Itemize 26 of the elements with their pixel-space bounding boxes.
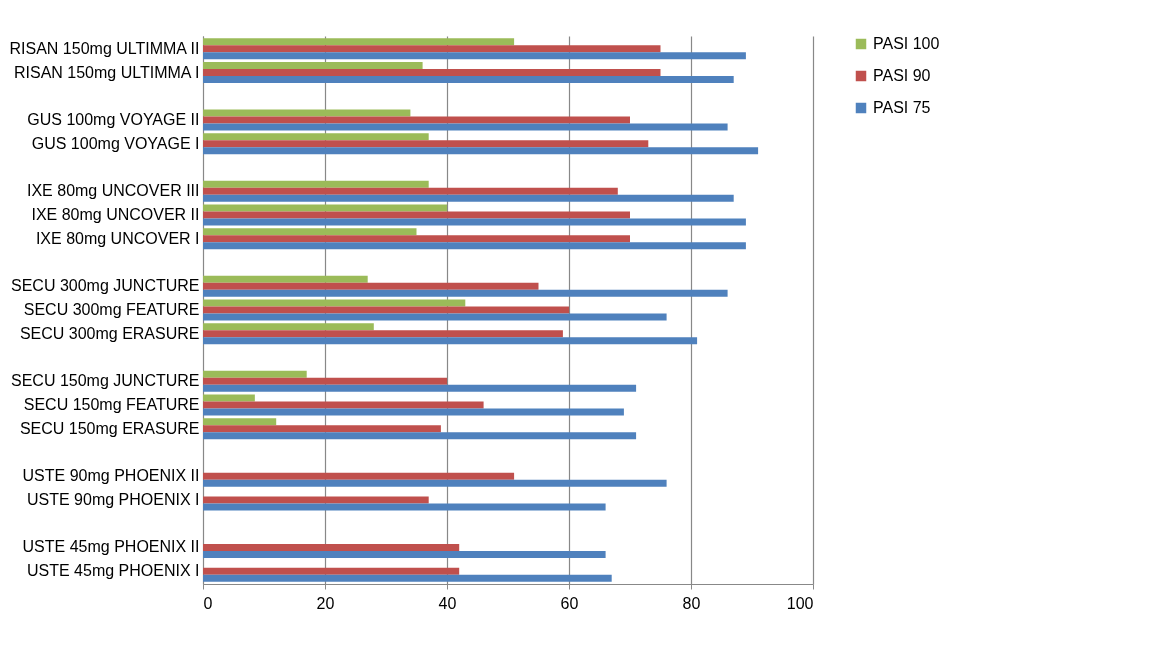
y-tick-label: SECU 300mg FEATURE bbox=[23, 301, 200, 318]
y-tick-label: SECU 300mg JUNCTURE bbox=[11, 277, 200, 295]
x-tick-label: 60 bbox=[560, 594, 579, 612]
y-tick-label: USTE 45mg PHOENIX I bbox=[27, 562, 200, 580]
x-tick-label: 80 bbox=[682, 594, 701, 612]
y-tick-label: IXE 80mg UNCOVER II bbox=[31, 206, 200, 224]
y-tick-label: RISAN 150mg ULTIMMA I bbox=[13, 63, 200, 81]
y-tick-label: USTE 90mg PHOENIX I bbox=[27, 490, 200, 508]
x-tick-label: 40 bbox=[438, 594, 457, 612]
y-tick-label: USTE 90mg PHOENIX II bbox=[22, 467, 200, 485]
y-tick-label: GUS 100mg VOYAGE II bbox=[27, 111, 200, 129]
x-tick-label: 0 bbox=[203, 594, 213, 612]
x-tick-label: 20 bbox=[316, 594, 335, 612]
y-tick-label: SECU 150mg FEATURE bbox=[23, 395, 200, 413]
y-tick-label: SECU 150mg JUNCTURE bbox=[11, 372, 200, 390]
y-tick-label: RISAN 150mg ULTIMMA II bbox=[9, 39, 200, 57]
legend-label: PASI 90 bbox=[873, 67, 931, 84]
y-tick-label: SECU 150mg ERASURE bbox=[19, 419, 200, 437]
legend-label: PASI 100 bbox=[873, 35, 940, 52]
y-tick-label: IXE 80mg UNCOVER III bbox=[27, 182, 200, 200]
x-tick-label: 100 bbox=[786, 594, 814, 612]
y-tick-label: IXE 80mg UNCOVER I bbox=[35, 229, 200, 247]
legend-label: PASI 75 bbox=[873, 99, 931, 116]
y-tick-label: SECU 300mg ERASURE bbox=[19, 324, 200, 342]
y-tick-label: GUS 100mg VOYAGE I bbox=[31, 134, 200, 152]
y-tick-label: USTE 45mg PHOENIX II bbox=[22, 538, 200, 556]
